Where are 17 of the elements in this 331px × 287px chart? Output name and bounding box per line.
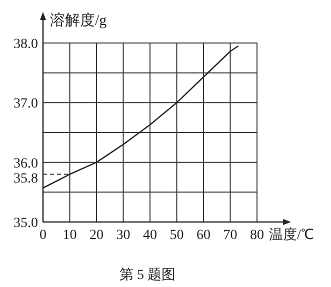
- x-tick-label: 40: [143, 228, 157, 243]
- text: 第 5 题图: [120, 267, 176, 283]
- x-tick-label: 50: [170, 228, 184, 243]
- x-tick-label: 30: [116, 228, 130, 243]
- y-tick-label: 36.0: [14, 156, 38, 172]
- x-tick-label: 10: [62, 228, 77, 243]
- ref-line-label: 35.8: [14, 171, 38, 186]
- y-tick-label: 37.0: [14, 96, 38, 112]
- x-tick-label: 0: [40, 228, 46, 243]
- x-tick-label: 80: [250, 228, 264, 243]
- x-axis-title: 温度/℃: [269, 227, 314, 243]
- x-tick-label: 70: [223, 228, 238, 243]
- y-tick-label: 38.0: [14, 37, 38, 52]
- y-axis-title: 溶解度/g: [50, 12, 108, 29]
- x-tick-label: 20: [90, 228, 104, 243]
- y-tick-label: 35.0: [14, 216, 38, 231]
- x-tick-label: 60: [196, 228, 210, 243]
